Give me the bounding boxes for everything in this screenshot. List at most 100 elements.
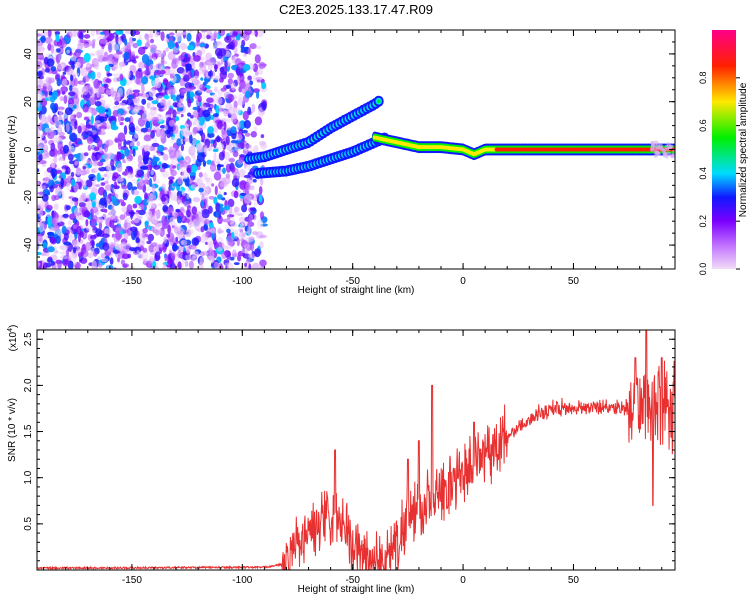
noise-blob (136, 169, 144, 178)
noise-blob (191, 245, 198, 251)
noise-blob (214, 185, 218, 196)
noise-blob (127, 253, 132, 259)
noise-blob (57, 260, 62, 269)
noise-blob (259, 259, 267, 267)
x-tick-label: -50 (345, 276, 360, 287)
noise-blob (162, 246, 167, 253)
noise-blob (137, 215, 143, 220)
noise-blob (58, 52, 62, 61)
noise-blob (124, 38, 128, 46)
noise-blob (88, 96, 97, 106)
noise-blob (121, 206, 128, 212)
noise-blob (90, 30, 95, 37)
noise-blob (114, 101, 120, 106)
snr-series-line (37, 330, 675, 570)
noise-blob (162, 154, 169, 161)
noise-blob (187, 112, 192, 117)
noise-blob (191, 164, 198, 173)
noise-blob (85, 179, 93, 188)
noise-blob (82, 166, 86, 170)
noise-blob (62, 216, 66, 222)
noise-blob (84, 134, 89, 138)
noise-blob (225, 84, 232, 89)
noise-blob (82, 103, 89, 113)
noise-blob (162, 218, 170, 226)
y-tick-label: -40 (23, 237, 34, 252)
noise-blob (93, 78, 101, 89)
noise-blob (257, 67, 264, 76)
noise-blob (219, 67, 225, 73)
noise-blob (37, 251, 42, 256)
noise-blob (100, 182, 106, 186)
noise-blob (240, 248, 248, 254)
noise-blob (54, 31, 61, 35)
noise-blob (53, 120, 62, 128)
noise-blob (191, 206, 198, 215)
noise-blob (224, 151, 230, 161)
noise-blob (161, 162, 168, 169)
noise-blob (77, 43, 84, 50)
noise-blob (55, 186, 63, 197)
noise-blob (218, 30, 226, 37)
noise-blob (213, 210, 221, 218)
noise-blob (203, 218, 211, 225)
noise-blob (62, 71, 67, 75)
noise-blob (180, 88, 186, 96)
noise-blob (153, 246, 160, 253)
noise-blob (230, 256, 235, 261)
heatmap-x-axis: -150 -100 -50 0 50 (43, 30, 663, 287)
noise-blob (217, 90, 223, 98)
noise-blob (143, 70, 148, 75)
noise-blob (259, 211, 265, 220)
noise-blob (150, 38, 154, 44)
noise-blob (233, 107, 238, 113)
noise-blob (166, 89, 173, 95)
noise-blob (137, 46, 146, 55)
noise-blob (153, 156, 160, 162)
noise-blob (180, 31, 189, 35)
noise-blob (141, 112, 148, 121)
noise-blob (181, 160, 188, 168)
noise-blob (200, 46, 206, 55)
noise-blob (179, 43, 188, 50)
noise-blob (80, 81, 86, 86)
noise-blob (47, 216, 53, 227)
noise-blob (198, 89, 204, 93)
noise-blob (37, 139, 45, 149)
noise-blob (149, 30, 155, 36)
noise-blob (217, 120, 223, 130)
tail-blob (654, 140, 659, 145)
noise-blob (144, 143, 151, 153)
noise-blob (57, 141, 63, 151)
noise-blob (188, 144, 196, 154)
noise-blob (156, 69, 161, 75)
noise-blob (143, 155, 149, 165)
noise-blob (204, 186, 209, 191)
noise-blob (61, 91, 66, 95)
noise-blob (82, 75, 90, 83)
noise-blob (59, 96, 65, 102)
noise-blob (243, 188, 247, 193)
noise-blob (94, 60, 100, 70)
snr-x-axis: -150 -100 -50 0 50 (43, 330, 663, 586)
noise-blob (205, 177, 210, 182)
noise-blob (181, 170, 190, 180)
x-tick-label: 50 (568, 575, 580, 586)
noise-blob (259, 234, 267, 239)
noise-blob (53, 226, 60, 232)
x-tick-label: -150 (122, 575, 142, 586)
noise-blob (75, 171, 83, 175)
noise-blob (122, 171, 129, 176)
snr-y-tick-label: 1.5 (23, 424, 34, 438)
noise-blob (93, 146, 100, 151)
noise-blob (158, 244, 164, 249)
noise-blob (55, 134, 60, 145)
noise-blob (173, 124, 179, 134)
noise-blob (198, 147, 206, 153)
noise-blob (120, 47, 125, 53)
noise-blob (142, 179, 151, 185)
noise-blob (254, 54, 261, 64)
noise-blob (213, 152, 217, 163)
noise-blob (111, 175, 117, 182)
